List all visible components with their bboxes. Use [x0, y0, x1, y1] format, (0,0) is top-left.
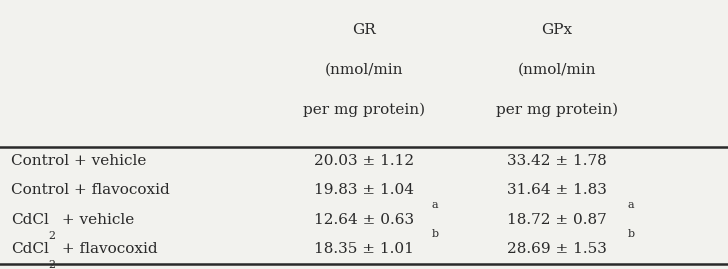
Text: per mg protein): per mg protein): [303, 103, 425, 118]
Text: GR: GR: [352, 23, 376, 37]
Text: a: a: [628, 200, 634, 210]
Text: 31.64 ± 1.83: 31.64 ± 1.83: [507, 183, 607, 197]
Text: 18.35 ± 1.01: 18.35 ± 1.01: [314, 242, 414, 256]
Text: 2: 2: [49, 260, 56, 269]
Text: b: b: [628, 229, 635, 239]
Text: 2: 2: [49, 231, 56, 241]
Text: (nmol/min: (nmol/min: [518, 63, 596, 77]
Text: 20.03 ± 1.12: 20.03 ± 1.12: [314, 154, 414, 168]
Text: per mg protein): per mg protein): [496, 103, 618, 118]
Text: 12.64 ± 0.63: 12.64 ± 0.63: [314, 213, 414, 227]
Text: 19.83 ± 1.04: 19.83 ± 1.04: [314, 183, 414, 197]
Text: (nmol/min: (nmol/min: [325, 63, 403, 77]
Text: 33.42 ± 1.78: 33.42 ± 1.78: [507, 154, 607, 168]
Text: 18.72 ± 0.87: 18.72 ± 0.87: [507, 213, 607, 227]
Text: CdCl: CdCl: [11, 242, 49, 256]
Text: a: a: [432, 200, 438, 210]
Text: b: b: [432, 229, 439, 239]
Text: GPx: GPx: [542, 23, 572, 37]
Text: + flavocoxid: + flavocoxid: [57, 242, 157, 256]
Text: Control + flavocoxid: Control + flavocoxid: [11, 183, 170, 197]
Text: + vehicle: + vehicle: [57, 213, 134, 227]
Text: Control + vehicle: Control + vehicle: [11, 154, 146, 168]
Text: CdCl: CdCl: [11, 213, 49, 227]
Text: 28.69 ± 1.53: 28.69 ± 1.53: [507, 242, 607, 256]
